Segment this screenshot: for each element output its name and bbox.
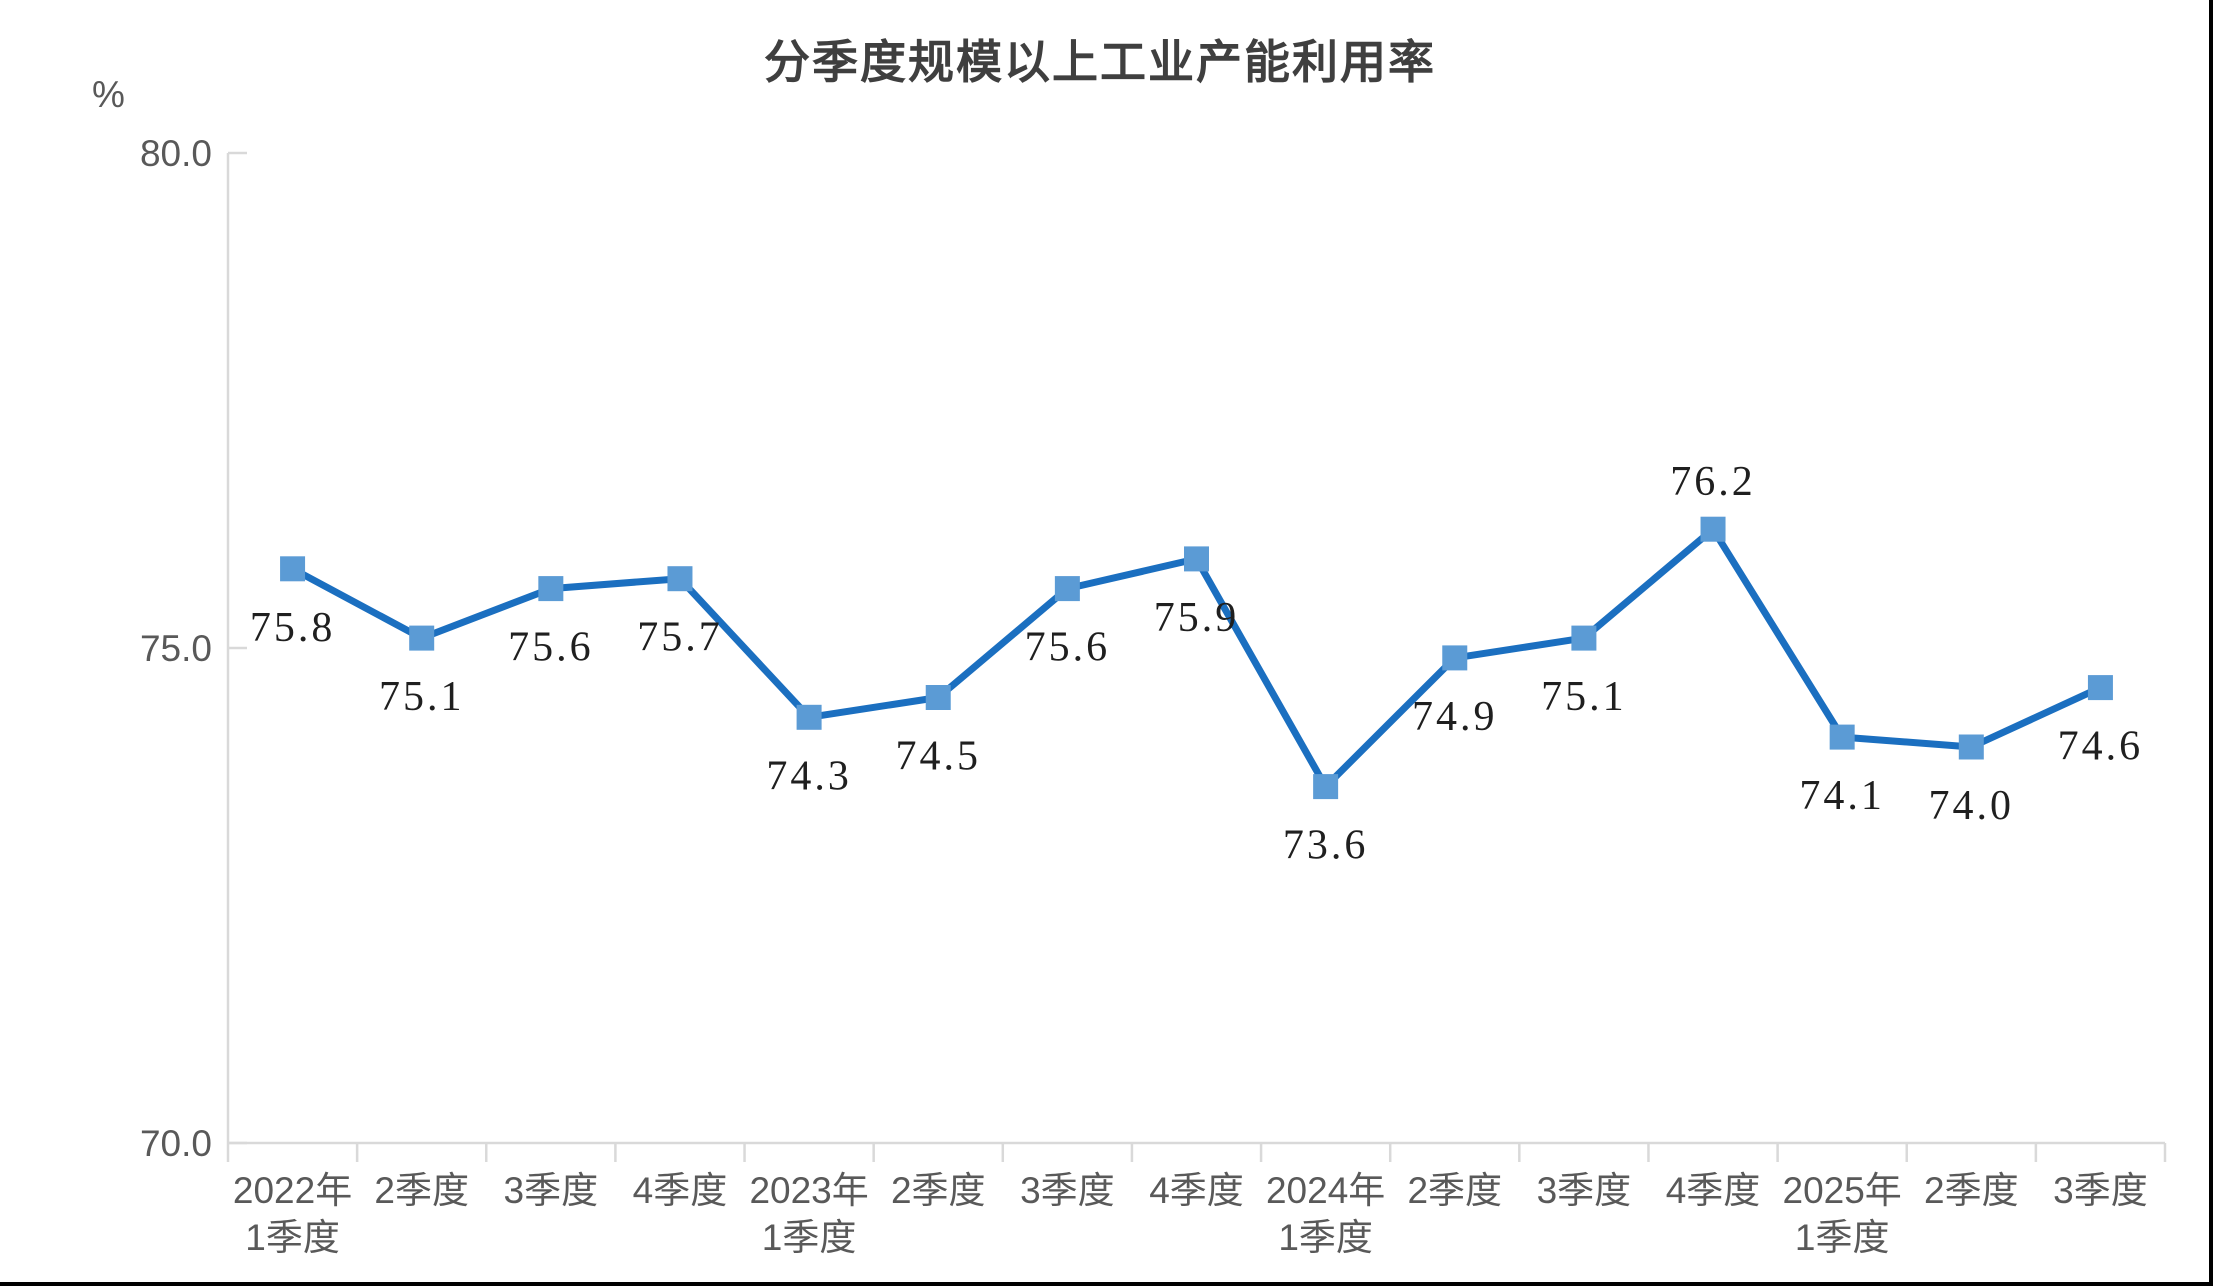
data-point-marker: [1054, 576, 1080, 602]
data-point-marker: [796, 704, 822, 730]
data-point-marker: [667, 566, 693, 592]
data-label: 73.6: [1283, 823, 1369, 869]
x-tick-label: 1季度: [1795, 1217, 1890, 1258]
y-tick-label: 75.0: [140, 628, 212, 669]
x-tick-label: 2022年: [233, 1170, 352, 1211]
data-label: 75.1: [379, 674, 465, 720]
data-labels: 75.8 75.1 75.6 75.7 74.3 74.5 75.6 75.9 73.6 74.9…: [250, 459, 2144, 869]
x-tick-label: 1季度: [245, 1217, 340, 1258]
data-label: 74.9: [1412, 694, 1498, 740]
x-tick-label: 4季度: [1666, 1170, 1761, 1211]
data-point-marker: [1571, 625, 1597, 651]
data-point-marker: [1184, 546, 1209, 572]
x-tick-label: 1季度: [762, 1217, 857, 1258]
data-point-marker: [925, 685, 951, 710]
data-label: 74.6: [2058, 724, 2144, 770]
data-label: 75.6: [508, 625, 594, 671]
data-point-marker: [1442, 645, 1468, 671]
y-tick-label: 70.0: [140, 1123, 212, 1164]
x-tick-label: 4季度: [633, 1170, 728, 1211]
data-label: 75.7: [637, 615, 723, 661]
x-tick-label: 2季度: [374, 1170, 469, 1211]
data-label: 74.3: [766, 753, 852, 799]
x-tick-label: 2季度: [1407, 1170, 1502, 1211]
x-tick-label: 3季度: [2053, 1170, 2148, 1211]
data-label: 75.6: [1025, 625, 1111, 671]
x-tick-label: 1季度: [1278, 1217, 1373, 1258]
series-markers: [280, 516, 2113, 800]
y-axis-labels: 80.0 75.0 70.0%: [92, 74, 212, 1164]
data-point-marker: [1829, 724, 1855, 750]
data-label: 74.1: [1799, 773, 1885, 819]
x-axis-labels: 2022年 1季度 2季度 3季度 4季度 2023年 1季度 2季度 3季度 4季度 2024年 1…: [233, 1170, 2148, 1258]
data-label: 75.8: [250, 605, 336, 651]
data-label: 75.1: [1541, 674, 1627, 720]
data-point-marker: [1700, 516, 1726, 542]
data-point-marker: [2087, 675, 2113, 701]
data-label: 74.5: [895, 734, 981, 780]
data-point-marker: [280, 556, 306, 582]
axes: [226, 151, 2167, 1162]
data-point-marker: [1313, 774, 1339, 800]
data-label: 76.2: [1670, 459, 1756, 505]
x-tick-label: 2025年: [1783, 1170, 1902, 1211]
data-point-marker: [538, 576, 564, 602]
x-tick-label: 3季度: [1020, 1170, 1115, 1211]
y-axis-unit-label: %: [92, 74, 125, 115]
x-tick-label: 2季度: [891, 1170, 986, 1211]
data-point-marker: [1958, 734, 1984, 760]
x-tick-label: 3季度: [504, 1170, 599, 1211]
x-tick-label: 4季度: [1149, 1170, 1244, 1211]
y-tick-label: 80.0: [140, 133, 212, 174]
data-point-marker: [409, 625, 435, 651]
x-tick-label: 2023年: [749, 1170, 868, 1211]
chart-title: 分季度规模以上工业产能利用率: [764, 36, 1436, 88]
x-tick-label: 3季度: [1537, 1170, 1632, 1211]
x-tick-label: 2季度: [1924, 1170, 2019, 1211]
data-label: 75.9: [1154, 595, 1240, 641]
x-tick-label: 2024年: [1266, 1170, 1385, 1211]
data-label: 74.0: [1929, 783, 2015, 829]
